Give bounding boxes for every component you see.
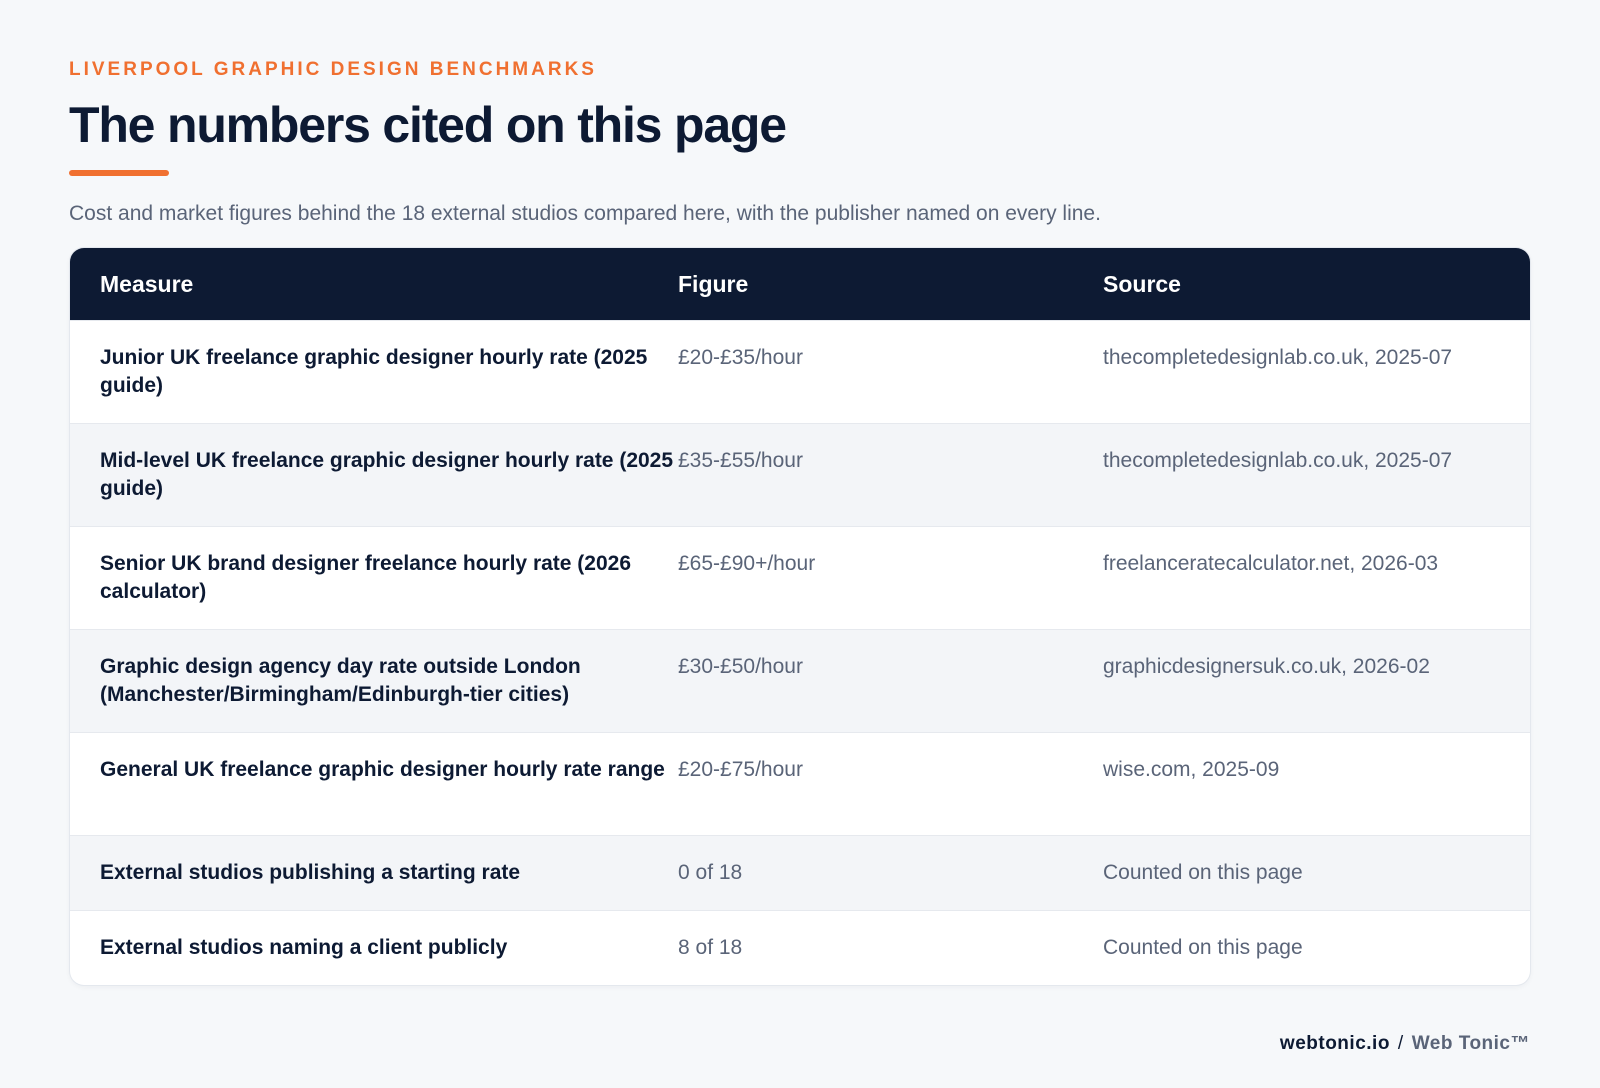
measure-cell: External studios publishing a starting r… bbox=[100, 861, 521, 884]
figure-cell: 0 of 18 bbox=[678, 861, 743, 884]
measure-cell: Graphic design agency day rate outside L… bbox=[100, 655, 581, 706]
table-row: External studios naming a client publicl… bbox=[70, 910, 1530, 985]
measure-cell: General UK freelance graphic designer ho… bbox=[100, 758, 665, 781]
measure-cell: Junior UK freelance graphic designer hou… bbox=[100, 346, 648, 397]
footer-credit: webtonic.io / Web Tonic™ bbox=[1280, 1033, 1530, 1055]
source-cell: Counted on this page bbox=[1103, 861, 1303, 884]
figure-cell: £65-£90+/hour bbox=[678, 552, 816, 575]
figure-cell: £20-£75/hour bbox=[678, 758, 803, 781]
page-subtitle: Cost and market figures behind the 18 ex… bbox=[69, 202, 1101, 225]
table-row: Junior UK freelance graphic designer hou… bbox=[70, 320, 1530, 423]
measure-cell: External studios naming a client publicl… bbox=[100, 936, 508, 959]
page-title: The numbers cited on this page bbox=[69, 97, 787, 153]
footer-brand: Web Tonic™ bbox=[1411, 1033, 1530, 1054]
source-cell: graphicdesignersuk.co.uk, 2026-02 bbox=[1103, 655, 1430, 678]
figure-cell: £35-£55/hour bbox=[678, 449, 803, 472]
measure-cell: Mid-level UK freelance graphic designer … bbox=[100, 449, 674, 500]
column-header-figure: Figure bbox=[678, 270, 749, 297]
figure-cell: 8 of 18 bbox=[678, 936, 743, 959]
footer-domain: webtonic.io bbox=[1279, 1033, 1390, 1054]
table-row: Mid-level UK freelance graphic designer … bbox=[70, 423, 1530, 526]
table-row: Senior UK brand designer freelance hourl… bbox=[70, 526, 1530, 629]
source-cell: wise.com, 2025-09 bbox=[1103, 758, 1280, 781]
source-cell: Counted on this page bbox=[1103, 936, 1303, 959]
table-row: General UK freelance graphic designer ho… bbox=[70, 732, 1530, 835]
source-cell: thecompletedesignlab.co.uk, 2025-07 bbox=[1103, 346, 1453, 369]
source-cell: freelanceratecalculator.net, 2026-03 bbox=[1103, 552, 1439, 575]
title-underline bbox=[69, 170, 169, 176]
footer-separator: / bbox=[1397, 1033, 1404, 1054]
source-cell: thecompletedesignlab.co.uk, 2025-07 bbox=[1103, 449, 1453, 472]
figure-cell: £20-£35/hour bbox=[678, 346, 803, 369]
table-row: External studios publishing a starting r… bbox=[70, 835, 1530, 910]
measure-cell: Senior UK brand designer freelance hourl… bbox=[100, 552, 632, 603]
table-header: Measure Figure Source bbox=[70, 248, 1530, 320]
column-header-measure: Measure bbox=[100, 270, 194, 297]
eyebrow-label: LIVERPOOL GRAPHIC DESIGN BENCHMARKS bbox=[69, 59, 597, 80]
figure-cell: £30-£50/hour bbox=[678, 655, 803, 678]
table-row: Graphic design agency day rate outside L… bbox=[70, 629, 1530, 732]
page-header: LIVERPOOL GRAPHIC DESIGN BENCHMARKS The … bbox=[69, 56, 1530, 229]
benchmarks-table: Measure Figure Source Junior UK freelanc… bbox=[70, 248, 1530, 985]
column-header-source: Source bbox=[1103, 270, 1181, 297]
